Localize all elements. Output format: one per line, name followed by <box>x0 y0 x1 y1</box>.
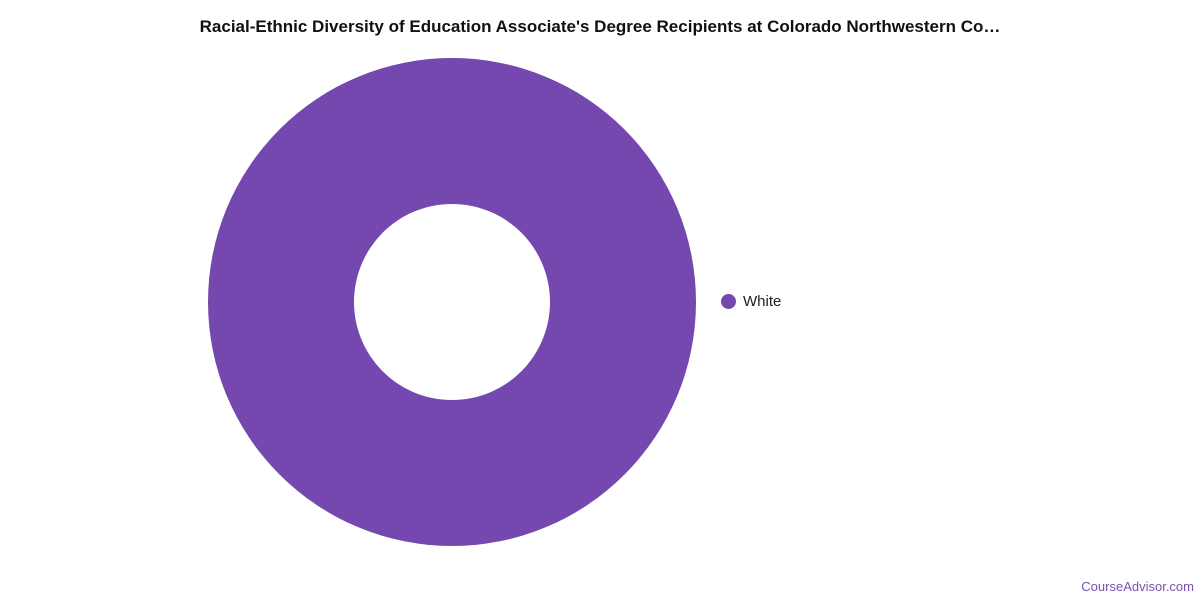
source-credit[interactable]: CourseAdvisor.com <box>1081 579 1194 594</box>
legend: White <box>721 293 781 310</box>
chart-title: Racial-Ethnic Diversity of Education Ass… <box>199 17 1001 36</box>
legend-label-white[interactable]: White <box>743 293 782 310</box>
legend-swatch-white <box>721 294 736 309</box>
slice-white[interactable] <box>208 58 696 546</box>
